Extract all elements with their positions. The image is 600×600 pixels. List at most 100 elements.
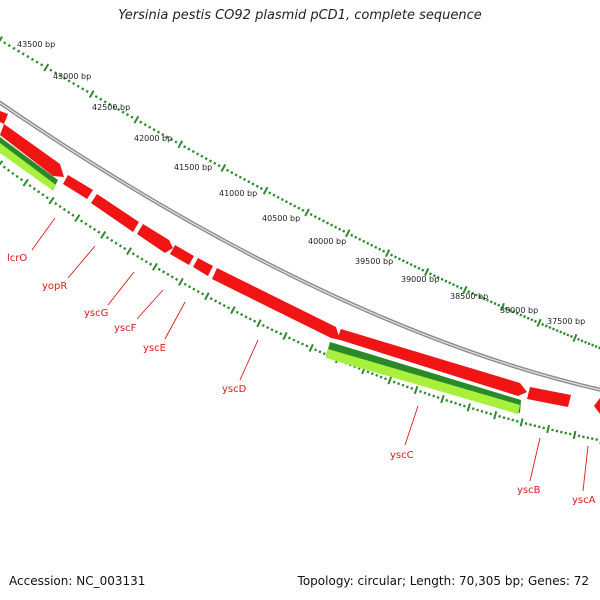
scale-dot bbox=[458, 403, 462, 407]
scale-dot bbox=[121, 110, 125, 114]
scale-dot bbox=[318, 350, 322, 354]
scale-dot bbox=[53, 71, 57, 75]
leader-line bbox=[31, 217, 56, 251]
scale-dot bbox=[459, 286, 463, 290]
gene-arrow bbox=[170, 245, 194, 265]
scale-tick bbox=[100, 231, 107, 239]
scale-dot bbox=[161, 132, 165, 137]
gene-arrow bbox=[91, 194, 139, 232]
scale-dot bbox=[268, 191, 272, 195]
scale-tick bbox=[74, 214, 81, 223]
scale-dot bbox=[530, 318, 534, 322]
gene-label-yscE[interactable]: yscE bbox=[143, 343, 166, 354]
gene-label-yscD[interactable]: yscD bbox=[222, 384, 247, 395]
scale-dot bbox=[382, 249, 386, 253]
scale-dot bbox=[374, 245, 378, 249]
scale-dot bbox=[67, 210, 71, 214]
reverse-genes bbox=[0, 137, 521, 414]
scale-tick bbox=[220, 164, 227, 172]
gene-arrow bbox=[63, 175, 93, 199]
scale-dot bbox=[88, 225, 92, 229]
scale-dot bbox=[188, 285, 192, 289]
scale-dot bbox=[170, 275, 174, 279]
scale-dot bbox=[515, 419, 519, 423]
gene-label-yopR[interactable]: yopR bbox=[42, 281, 67, 292]
scale-dot bbox=[110, 238, 114, 243]
scale-dot bbox=[362, 239, 366, 243]
scale-dot bbox=[524, 422, 528, 425]
scale-tick bbox=[462, 285, 468, 294]
scale-dot bbox=[274, 330, 278, 334]
scale-dot bbox=[94, 95, 98, 99]
scale-ring-inner bbox=[0, 160, 600, 445]
leader-line bbox=[107, 271, 135, 306]
scale-dot bbox=[80, 219, 84, 223]
scale-dot bbox=[62, 76, 67, 80]
scale-dot bbox=[445, 398, 449, 402]
scale-dot bbox=[548, 325, 552, 330]
gene-label-yscG[interactable]: yscG bbox=[84, 308, 108, 319]
scale-dot bbox=[569, 334, 573, 338]
scale-dot bbox=[511, 310, 515, 314]
scale-dot bbox=[419, 390, 422, 394]
scale-dot bbox=[103, 100, 107, 104]
scale-dot bbox=[292, 338, 296, 342]
scale-dot bbox=[467, 290, 471, 294]
scale-dot bbox=[192, 287, 196, 291]
scale-dot bbox=[19, 177, 24, 182]
scale-dot bbox=[226, 168, 230, 172]
scale-dot bbox=[284, 200, 288, 204]
scale-label: 39500 bp bbox=[355, 257, 393, 266]
scale-dot bbox=[117, 107, 121, 112]
scale-dot bbox=[255, 184, 259, 188]
scale-dot bbox=[455, 284, 459, 288]
scale-dot bbox=[417, 266, 421, 270]
scale-dot bbox=[410, 386, 414, 390]
scale-dot bbox=[309, 213, 313, 217]
scale-dot bbox=[489, 300, 493, 304]
gene-label-yscA[interactable]: yscA bbox=[572, 495, 596, 506]
scale-dot bbox=[37, 190, 41, 194]
scale-dot bbox=[293, 204, 297, 208]
scale-dot bbox=[436, 275, 440, 280]
scale-dot bbox=[62, 207, 66, 212]
leader-line bbox=[164, 301, 186, 340]
scale-dot bbox=[152, 128, 156, 132]
scale-dot bbox=[378, 247, 382, 251]
scale-dot bbox=[230, 171, 234, 175]
scale-dot bbox=[67, 79, 71, 83]
scale-tick bbox=[387, 376, 393, 385]
gene-label-yscF[interactable]: yscF bbox=[114, 323, 137, 334]
scale-tick bbox=[262, 186, 269, 195]
scale-dot bbox=[384, 377, 387, 381]
scale-label: 43000 bp bbox=[53, 72, 91, 81]
scale-dot bbox=[71, 213, 75, 217]
scale-dot bbox=[84, 222, 88, 226]
scale-dot bbox=[325, 221, 330, 225]
scale-dot bbox=[3, 41, 7, 45]
scale-dot bbox=[334, 225, 338, 229]
scale-dot bbox=[559, 330, 563, 334]
scale-dot bbox=[183, 282, 187, 286]
forward-genes bbox=[0, 111, 600, 414]
scale-dot bbox=[54, 202, 58, 206]
gene-arrow bbox=[0, 124, 64, 177]
scale-dot bbox=[423, 391, 427, 395]
accession-text: Accession: NC_003131 bbox=[9, 574, 146, 588]
gene-label-lcrO[interactable]: lcrO bbox=[7, 253, 27, 264]
scale-dot bbox=[413, 264, 417, 268]
gene-label-yscB[interactable]: yscB bbox=[517, 485, 541, 496]
scale-dot bbox=[568, 432, 572, 436]
scale-dot bbox=[204, 157, 208, 161]
scale-dot bbox=[196, 152, 200, 156]
scale-dot bbox=[508, 308, 512, 312]
gene-label-yscC[interactable]: yscC bbox=[390, 450, 414, 461]
scale-tick bbox=[22, 178, 29, 187]
scale-dot bbox=[238, 175, 242, 179]
scale-dot bbox=[555, 328, 559, 333]
scale-dot bbox=[449, 400, 453, 404]
scale-dot bbox=[305, 344, 309, 348]
scale-dot bbox=[358, 237, 362, 241]
scale-tick bbox=[304, 208, 310, 217]
scale-dot bbox=[405, 261, 409, 265]
